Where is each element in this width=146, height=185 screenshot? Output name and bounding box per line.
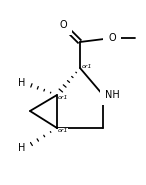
Text: or1: or1 xyxy=(82,63,93,68)
Text: O: O xyxy=(108,33,116,43)
Text: NH: NH xyxy=(105,90,120,100)
Text: or1: or1 xyxy=(58,127,68,132)
Text: H: H xyxy=(18,143,25,153)
Text: H: H xyxy=(18,78,25,88)
Text: or1: or1 xyxy=(58,95,68,100)
Text: O: O xyxy=(59,20,67,30)
